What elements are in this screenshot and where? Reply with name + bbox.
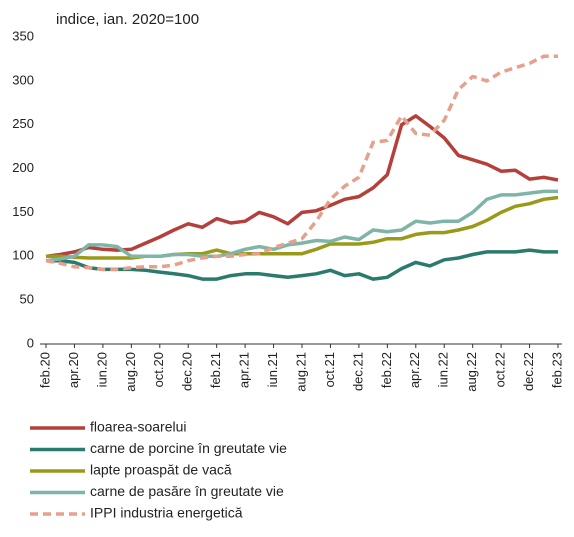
legend-label: IPPI industria energetică — [90, 505, 243, 521]
x-tick-label: oct.21 — [322, 352, 337, 387]
series-line — [45, 54, 558, 272]
y-tick-label: 100 — [12, 248, 34, 263]
y-axis-label: indice, ian. 2020=100 — [56, 11, 199, 28]
x-tick-label: aug.21 — [293, 352, 308, 392]
x-tick-label: feb.21 — [208, 352, 223, 388]
x-tick-label: apr.20 — [66, 352, 81, 388]
x-tick-label: dec.21 — [350, 352, 365, 391]
x-tick-label: aug.20 — [123, 352, 138, 392]
x-tick-label: dec.22 — [521, 352, 536, 391]
x-tick-label: feb.22 — [379, 352, 394, 388]
legend-label: lapte proaspăt de vacă — [90, 462, 232, 478]
y-tick-label: 0 — [27, 335, 34, 350]
x-tick-label: feb.23 — [549, 352, 564, 388]
y-tick-label: 350 — [12, 28, 34, 43]
legend-label: carne de porcine în greutate vie — [90, 440, 287, 456]
x-tick-label: dec.20 — [180, 352, 195, 391]
legend-label: carne de pasăre în greutate vie — [90, 483, 284, 499]
y-tick-label: 300 — [12, 72, 34, 87]
x-tick-label: apr.21 — [237, 352, 252, 388]
x-tick-label: apr.22 — [407, 352, 422, 388]
y-tick-label: 200 — [12, 160, 34, 175]
legend-label: floarea-soarelui — [90, 419, 187, 435]
x-tick-label: iun.22 — [436, 352, 451, 387]
series-line — [45, 114, 559, 259]
x-tick-label: feb.20 — [37, 352, 52, 388]
x-tick-label: aug.22 — [464, 352, 479, 392]
series-line — [45, 189, 558, 263]
x-tick-label: oct.20 — [151, 352, 166, 387]
x-tick-label: iun.20 — [94, 352, 109, 387]
x-tick-label: oct.22 — [493, 352, 508, 387]
y-tick-label: 150 — [12, 204, 34, 219]
y-tick-label: 50 — [20, 292, 34, 307]
x-tick-label: iun.21 — [265, 352, 280, 387]
y-tick-label: 250 — [12, 116, 34, 131]
